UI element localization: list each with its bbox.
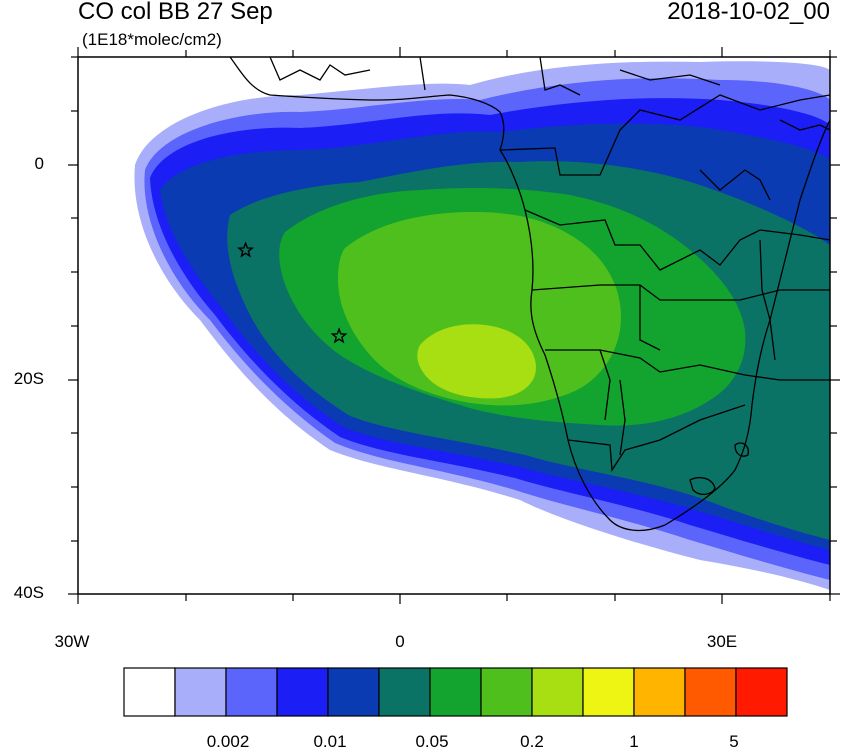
colorbar-swatch xyxy=(225,667,278,717)
station-star-east-icon xyxy=(330,327,348,344)
colorbar-swatch xyxy=(582,667,635,717)
x-label-30w: 30W xyxy=(54,632,90,651)
y-label-20s: 20S xyxy=(13,369,44,388)
colorbar-label-0-2: 0.2 xyxy=(520,732,544,751)
y-label-0: 0 xyxy=(34,154,44,173)
colorbar-swatch xyxy=(633,667,686,717)
colorbar-swatch xyxy=(735,667,788,717)
units-label: (1E18*molec/cm2) xyxy=(82,30,222,49)
colorbar-swatch xyxy=(378,667,431,717)
colorbar-swatch xyxy=(327,667,380,717)
datetime-label: 2018-10-02_00 xyxy=(667,0,830,25)
colorbar-swatch xyxy=(174,667,227,717)
co-plume-shading xyxy=(78,57,830,594)
colorbar-swatch xyxy=(531,667,584,717)
colorbar-label-0-01: 0.01 xyxy=(313,732,347,751)
colorbar-swatch xyxy=(684,667,737,717)
map-title: CO col BB 27 Sep xyxy=(78,0,273,25)
colorbar-swatch xyxy=(429,667,482,717)
colorbar-label-0-002: 0.002 xyxy=(206,732,250,751)
station-star-west-icon xyxy=(237,241,255,258)
colorbar-label-5: 5 xyxy=(729,732,739,751)
axis-ticks xyxy=(68,47,840,604)
x-label-0: 0 xyxy=(395,632,405,651)
station-markers xyxy=(237,241,348,344)
coastlines-and-borders xyxy=(229,57,830,532)
colorbar-swatch xyxy=(123,667,176,717)
colorbar-label-1: 1 xyxy=(629,732,639,751)
x-label-30e: 30E xyxy=(706,632,738,651)
colorbar-label-0-05: 0.05 xyxy=(415,732,449,751)
y-label-40s: 40S xyxy=(13,583,44,602)
colorbar-swatch xyxy=(276,667,329,717)
colorbar-swatch xyxy=(480,667,533,717)
colorbar xyxy=(123,667,788,717)
